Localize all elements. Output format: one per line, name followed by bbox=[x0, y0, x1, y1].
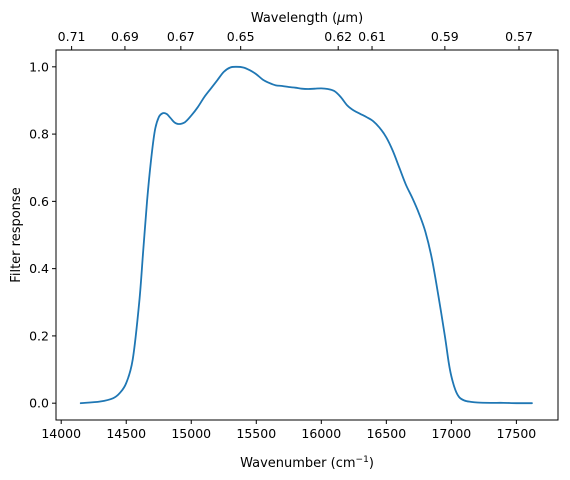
x-tick-label: 15000 bbox=[171, 426, 211, 441]
x-axis-title: Wavenumber (cm−1) bbox=[240, 455, 374, 471]
top-x-axis: 0.71 0.69 0.67 0.65 0.62 0.61 0.59 0.57 bbox=[58, 29, 533, 50]
top-x-tick-label: 0.59 bbox=[431, 29, 459, 44]
x-tick-label: 17500 bbox=[497, 426, 537, 441]
x-tick-label: 14500 bbox=[106, 426, 146, 441]
x-tick-label: 17000 bbox=[431, 426, 471, 441]
top-x-tick-label: 0.62 bbox=[324, 29, 352, 44]
top-x-tick-label: 0.71 bbox=[58, 29, 86, 44]
top-x-axis-title: Wavelength (μm) bbox=[251, 11, 363, 26]
x-tick-label: 14000 bbox=[41, 426, 81, 441]
x-tick-label: 16500 bbox=[366, 426, 406, 441]
x-tick-label: 15500 bbox=[236, 426, 276, 441]
top-x-tick-label: 0.67 bbox=[167, 29, 195, 44]
top-x-tick-label: 0.61 bbox=[358, 29, 386, 44]
y-tick-label: 0.0 bbox=[29, 396, 49, 411]
top-x-tick-label: 0.65 bbox=[227, 29, 255, 44]
plot-frame bbox=[55, 49, 559, 421]
y-tick-label: 0.4 bbox=[29, 261, 49, 276]
top-x-tick-label: 0.69 bbox=[111, 29, 139, 44]
y-tick-label: 0.6 bbox=[29, 194, 49, 209]
filter-response-curve bbox=[79, 65, 533, 405]
y-tick-label: 0.8 bbox=[29, 127, 49, 142]
top-x-tick-label: 0.57 bbox=[505, 29, 533, 44]
y-axis: 0.0 0.2 0.4 0.6 0.8 1.0 bbox=[29, 59, 56, 411]
bottom-x-axis: 14000 14500 15000 15500 16000 16500 17000 17500 bbox=[41, 420, 536, 441]
y-tick-label: 0.2 bbox=[29, 328, 49, 343]
y-axis-title: Filter response bbox=[9, 187, 24, 282]
x-tick-label: 16000 bbox=[301, 426, 341, 441]
plot-area bbox=[56, 50, 558, 420]
y-tick-label: 1.0 bbox=[29, 59, 49, 74]
